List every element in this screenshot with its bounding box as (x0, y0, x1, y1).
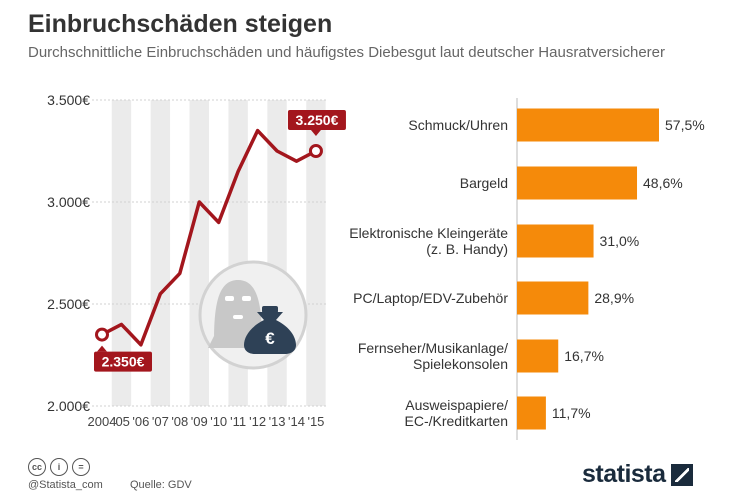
endpoint-marker (95, 327, 109, 342)
bar-category-label: Bargeld (460, 175, 508, 191)
bar (517, 396, 546, 430)
line-chart: 2.000€ 2.500€ 3.000€ 3.500€ 2004'05'06'07'08… (47, 92, 346, 429)
callout-box (94, 351, 152, 372)
y-tick-label: 3.500€ (47, 92, 90, 108)
chart-subtitle: Durchschnittliche Einbruchschäden und hä… (28, 44, 666, 61)
bar-value-label: 11,7% (552, 405, 591, 421)
x-tick-label: '15 (307, 414, 324, 429)
series-line (101, 128, 317, 347)
bar-value-label: 16,7% (564, 348, 604, 364)
x-tick-label: '08 (171, 414, 188, 429)
bar-value-label: 48,6% (643, 175, 683, 191)
endpoint-marker (308, 144, 323, 158)
x-tick-label: '12 (249, 414, 266, 429)
bar-value-label: 57,5% (665, 117, 705, 133)
no-derivatives-icon: = (72, 458, 90, 476)
statista-logo[interactable]: statista (582, 460, 693, 489)
bar-value-label: 31,0% (600, 233, 640, 249)
statista-logo-icon (670, 463, 693, 486)
x-tick-label: '09 (191, 414, 208, 429)
x-tick-label: '14 (288, 414, 305, 429)
bar-category-label: Elektronische Kleingeräte (349, 225, 508, 241)
callout-label: 2.350€ (102, 354, 145, 370)
x-tick-label: 2004 (88, 414, 117, 429)
bar-category-label: Ausweispapiere/ (405, 397, 508, 413)
x-tick-label: '10 (210, 414, 227, 429)
cc-license-icon: cc (28, 458, 46, 476)
source-note: Quelle: GDV (130, 479, 192, 491)
y-tick-label: 3.000€ (47, 194, 90, 210)
y-tick-label: 2.500€ (47, 296, 90, 312)
license-icons: cc i = (28, 458, 90, 476)
euro-symbol: € (265, 329, 275, 348)
attribution-icon: i (50, 458, 68, 476)
bar-category-label: EC-/Kreditkarten (405, 413, 508, 429)
grid-band (150, 100, 171, 406)
callout-pointer (97, 345, 107, 352)
x-tick-label: '05 (113, 414, 130, 429)
grid-band (306, 100, 326, 406)
burglary-illustration: € (198, 260, 308, 370)
bar-category-label: Schmuck/Uhren (408, 117, 508, 133)
grid-band (189, 100, 209, 406)
x-tick-label: '11 (230, 414, 246, 429)
bar-value-label: 28,9% (594, 290, 634, 306)
bar (517, 281, 589, 315)
bar-category-label: Fernseher/Musikanlage/ (358, 340, 508, 356)
y-tick-label: 2.000€ (47, 398, 90, 414)
bar (517, 166, 638, 200)
bar-category-label: (z. B. Handy) (426, 241, 508, 257)
bar (517, 224, 594, 258)
bar-category-label: Spielekonsolen (413, 356, 508, 372)
bar (517, 339, 559, 373)
callout-box (287, 110, 346, 130)
x-tick-label: '07 (152, 414, 169, 429)
chart-title: Einbruchschäden steigen (28, 10, 333, 38)
x-tick-label: '13 (269, 414, 286, 429)
callout-label: 3.250€ (296, 112, 339, 128)
money-bag-icon (244, 306, 296, 354)
statista-credit: @Statista_com (28, 479, 103, 491)
bar-category-label: PC/Laptop/EDV-Zubehör (353, 290, 508, 306)
x-tick-label: '06 (132, 414, 149, 429)
statista-wordmark: statista (582, 460, 666, 488)
bar-chart: 57,5% Schmuck/Uhren 48,6% Bargeld 31,0% Elekt… (349, 98, 705, 440)
callout-pointer (310, 130, 321, 136)
bar (517, 108, 659, 142)
